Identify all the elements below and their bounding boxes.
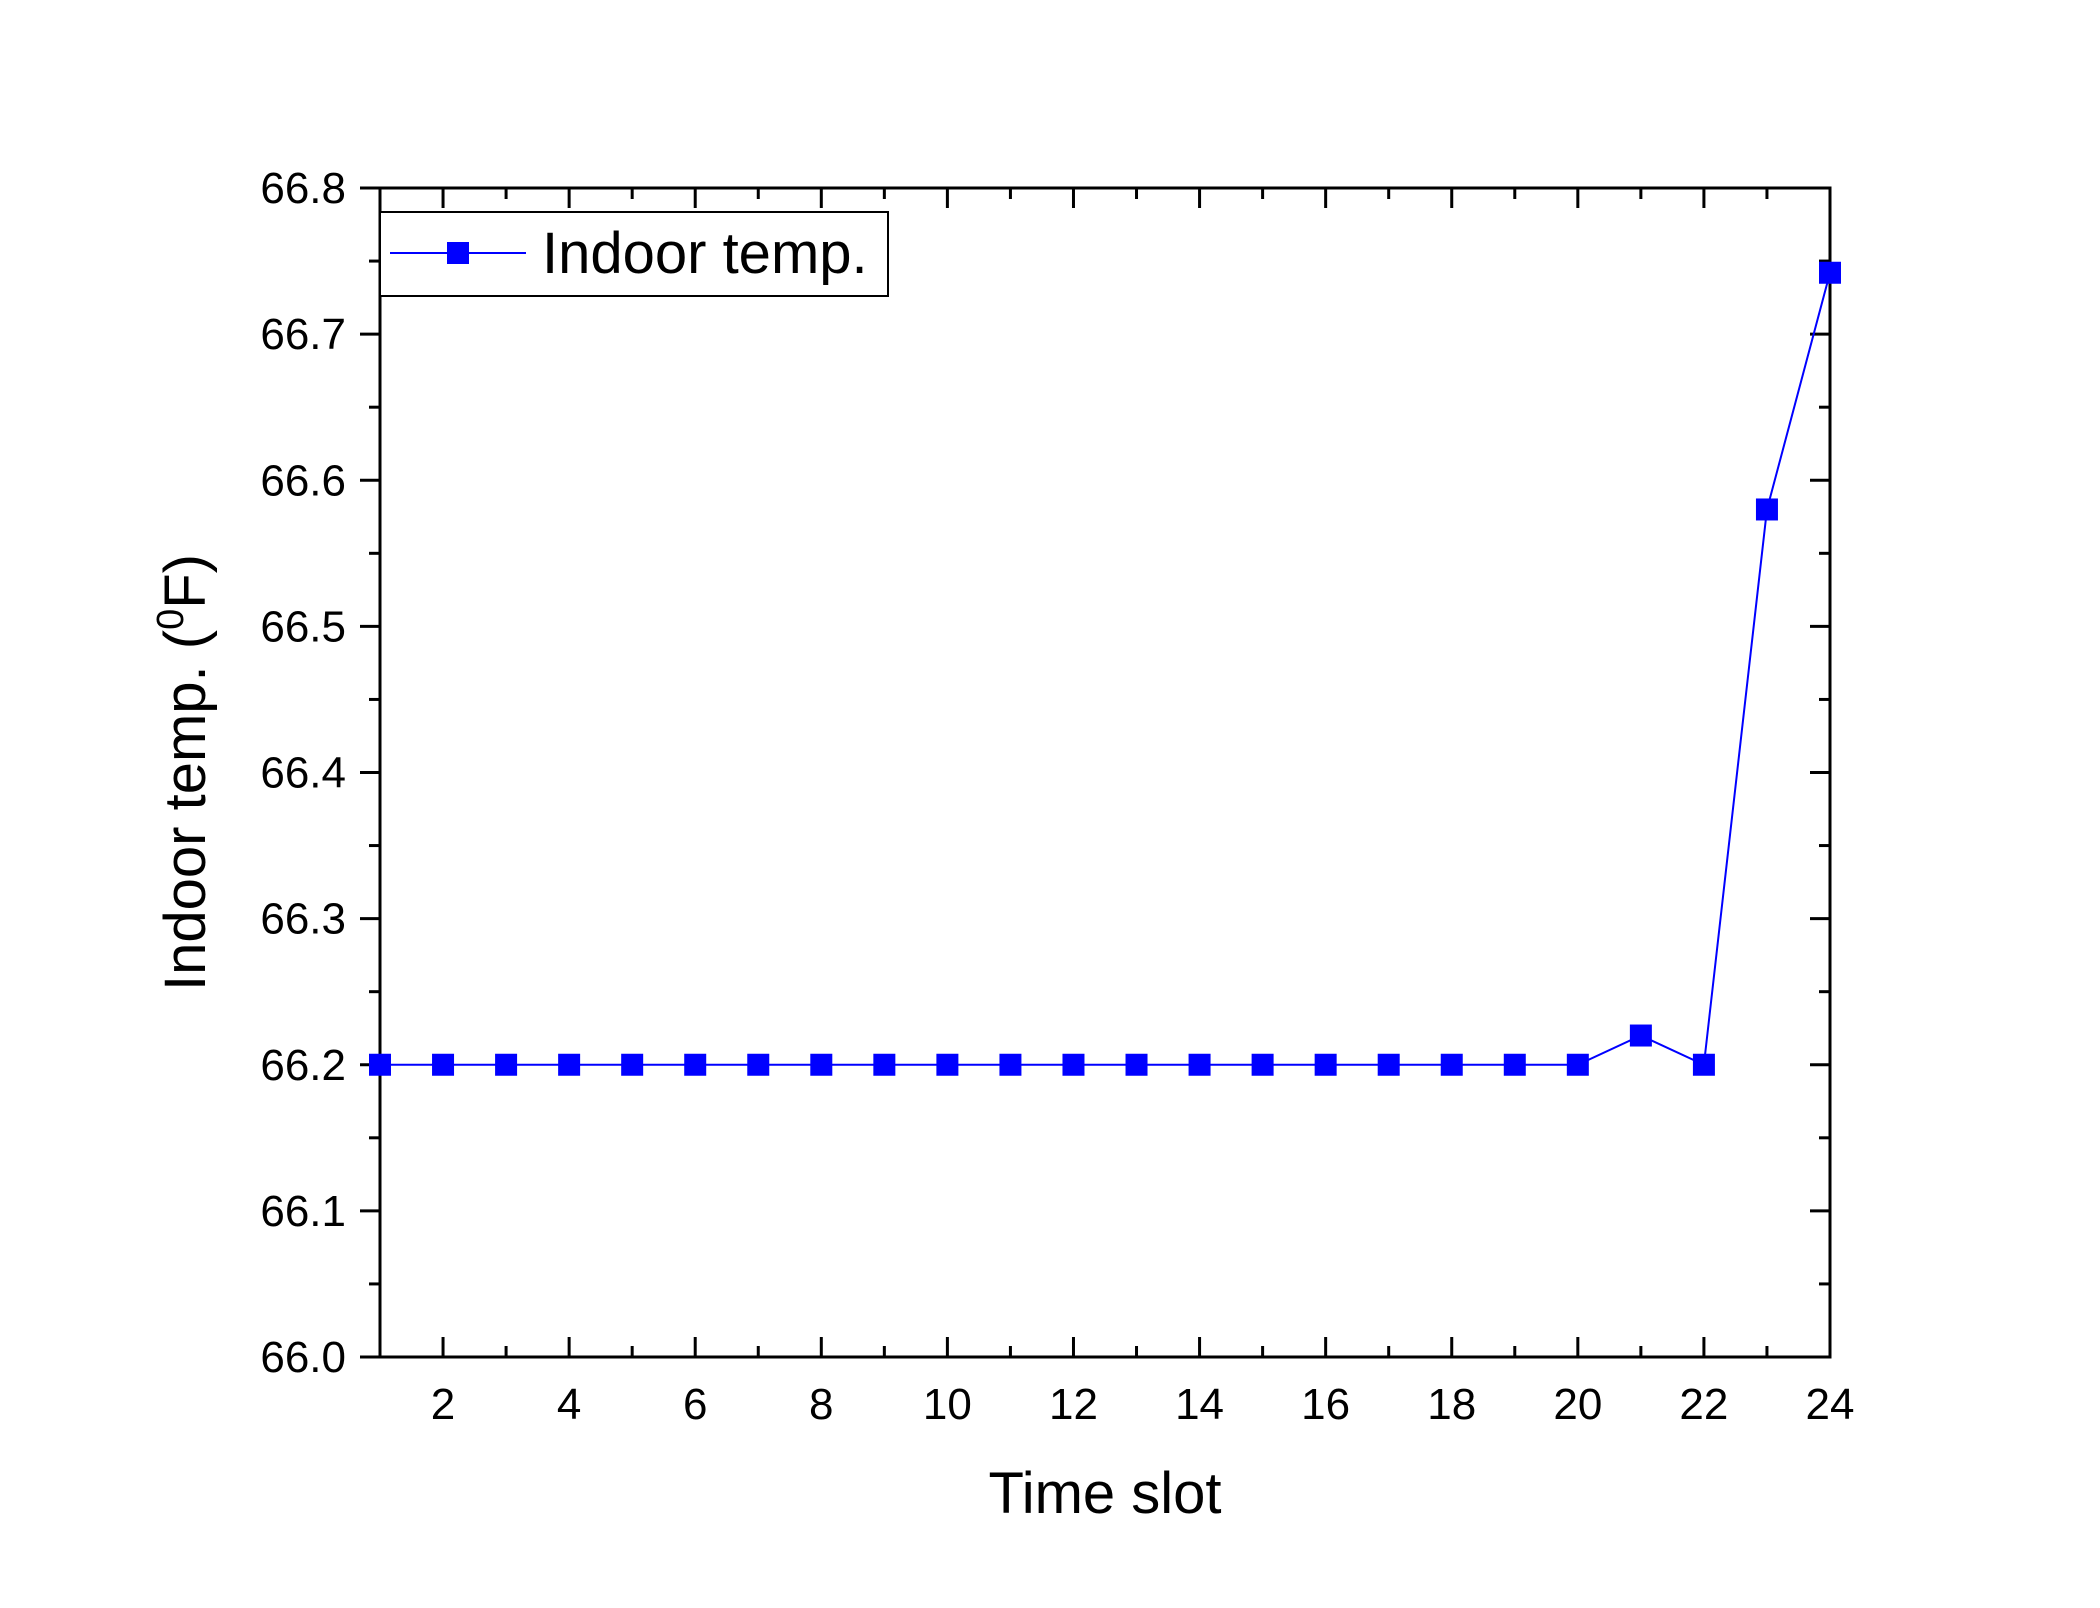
data-point-marker	[1188, 1053, 1211, 1076]
data-point-marker	[621, 1053, 644, 1076]
data-point-marker	[369, 1053, 391, 1076]
y-tick-label: 66.2	[260, 1041, 346, 1090]
x-tick-label: 6	[683, 1380, 707, 1429]
y-axis-title-superscript: 0	[150, 609, 192, 630]
series-markers	[369, 261, 1841, 1076]
series-layer	[369, 261, 1841, 1076]
legend: Indoor temp.	[379, 211, 889, 297]
x-tick-label: 24	[1806, 1380, 1855, 1429]
x-tick-label: 20	[1553, 1380, 1602, 1429]
data-point-marker	[1755, 498, 1778, 521]
data-point-marker	[1377, 1053, 1400, 1076]
legend-marker-square	[447, 242, 469, 264]
data-point-marker	[1314, 1053, 1337, 1076]
data-point-marker	[1125, 1053, 1148, 1076]
y-tick-label: 66.8	[260, 164, 346, 213]
x-tick-label: 10	[923, 1380, 972, 1429]
data-point-marker	[747, 1053, 770, 1076]
x-tick-label: 2	[431, 1380, 455, 1429]
data-point-marker	[1629, 1024, 1652, 1047]
legend-label: Indoor temp.	[542, 221, 868, 286]
y-tick-label: 66.4	[260, 749, 346, 798]
y-tick-label: 66.0	[260, 1333, 346, 1382]
data-point-marker	[1819, 261, 1841, 284]
data-point-marker	[684, 1053, 707, 1076]
axes: 2 4 6 8 10 12 14 16 18 20 22 2466.066.166.266.366.4…	[260, 164, 1854, 1429]
data-point-marker	[810, 1053, 833, 1076]
x-tick-label: 16	[1301, 1380, 1350, 1429]
y-axis-title-main: Indoor temp. (	[153, 630, 218, 991]
data-point-marker	[936, 1053, 959, 1076]
y-tick-label: 66.6	[260, 456, 346, 505]
x-tick-label: 14	[1175, 1380, 1224, 1429]
x-tick-label: 22	[1679, 1380, 1728, 1429]
data-point-marker	[873, 1053, 896, 1076]
data-point-marker	[558, 1053, 581, 1076]
data-point-marker	[1503, 1053, 1526, 1076]
y-axis-title: Indoor temp. (0F)	[150, 554, 218, 991]
data-point-marker	[1692, 1053, 1715, 1076]
y-tick-label: 66.7	[260, 310, 346, 359]
y-tick-label: 66.3	[260, 895, 346, 944]
data-point-marker	[1062, 1053, 1085, 1076]
y-axis-title-end: F)	[153, 554, 218, 609]
data-point-marker	[495, 1053, 518, 1076]
x-tick-label: 12	[1049, 1380, 1098, 1429]
x-tick-label: 18	[1427, 1380, 1476, 1429]
x-tick-label: 4	[557, 1380, 581, 1429]
y-tick-label: 66.5	[260, 602, 346, 651]
data-point-marker	[432, 1053, 455, 1076]
x-axis-title: Time slot	[988, 1461, 1221, 1526]
data-point-marker	[999, 1053, 1022, 1076]
data-point-marker	[1566, 1053, 1589, 1076]
data-point-marker	[1440, 1053, 1463, 1076]
y-tick-label: 66.1	[260, 1187, 346, 1236]
data-point-marker	[1251, 1053, 1274, 1076]
x-tick-label: 8	[809, 1380, 833, 1429]
